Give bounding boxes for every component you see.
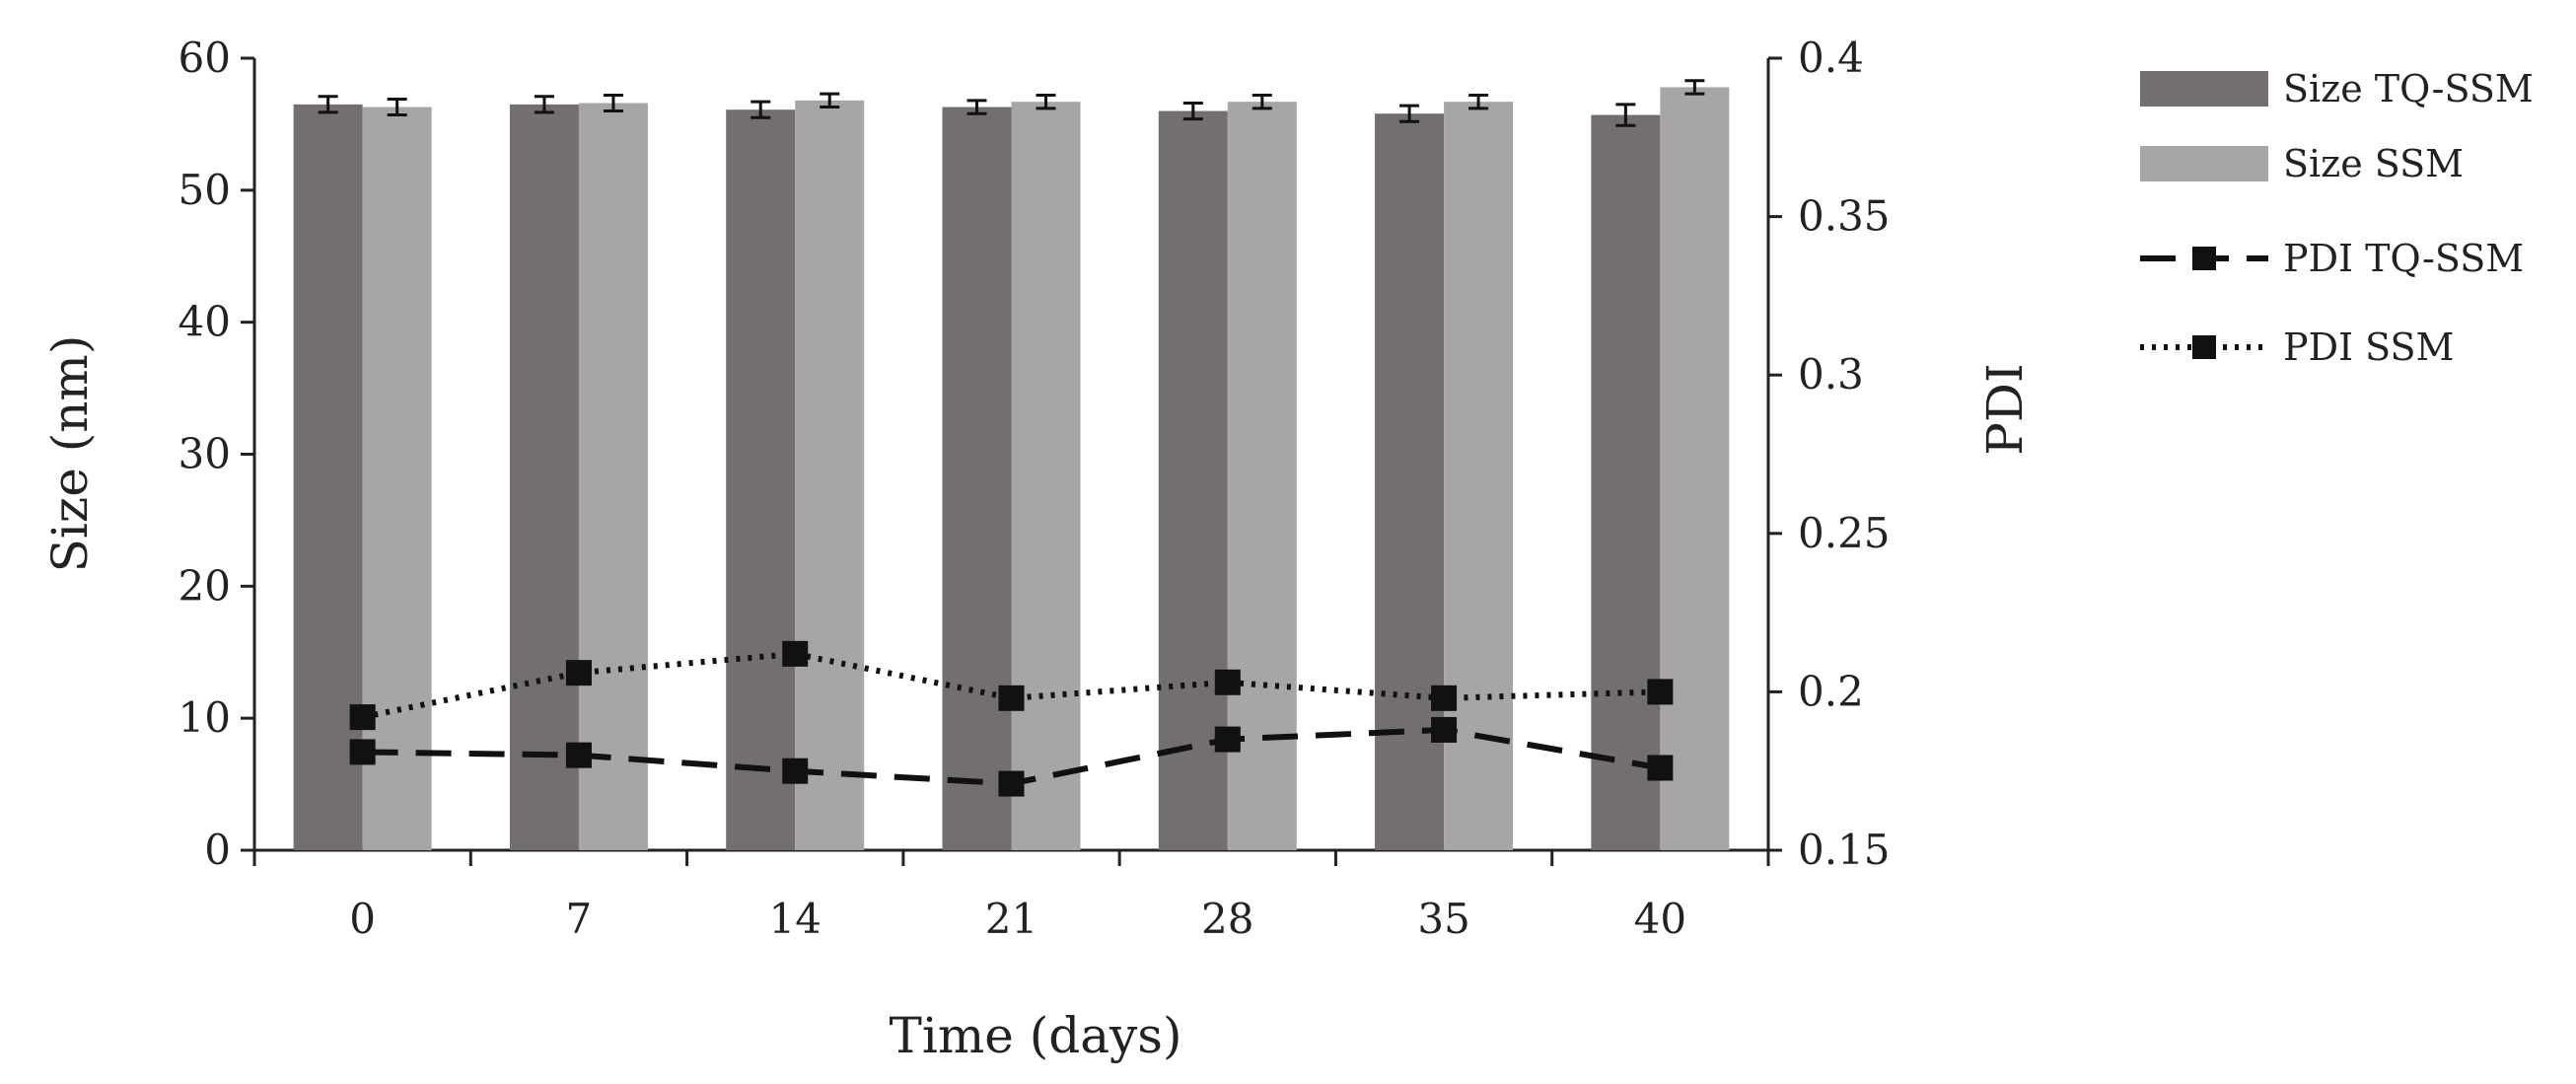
marker-pdi-tq-ssm-40 xyxy=(1647,755,1674,781)
y2-tick-label: 0.4 xyxy=(1798,34,1864,82)
bar-size-tq-ssm-40 xyxy=(1591,114,1661,850)
error-bar xyxy=(1468,93,1489,110)
tick-labels: 0 10 20 30 40 50 60 0.15 0.2 0.25 0.3 0.35 0.4 0 7 14 21… xyxy=(179,34,1891,943)
bar-size-tq-ssm-21 xyxy=(942,107,1012,851)
bar-size-ssm-0 xyxy=(362,107,432,851)
error-bar xyxy=(603,93,623,113)
bar-size-ssm-21 xyxy=(1011,102,1081,851)
legend: Size TQ-SSM Size SSM PDI TQ-SSM PDI SSM xyxy=(2140,67,2534,369)
marker-pdi-tq-ssm-35 xyxy=(1431,716,1458,743)
error-bar xyxy=(1182,102,1203,121)
error-bar xyxy=(1399,104,1420,123)
marker-pdi-tq-ssm-0 xyxy=(349,739,376,765)
marker-pdi-tq-ssm-14 xyxy=(782,758,809,784)
legend-label-size-tq-ssm: Size TQ-SSM xyxy=(2283,67,2534,110)
legend-label-size-ssm: Size SSM xyxy=(2283,142,2464,185)
x-tick-label: 28 xyxy=(1201,895,1253,943)
bar-size-ssm-14 xyxy=(795,100,865,851)
y-tick-label: 50 xyxy=(179,166,231,214)
legend-label-pdi-tq-ssm: PDI TQ-SSM xyxy=(2283,237,2524,280)
y-tick-label: 10 xyxy=(179,693,231,742)
error-bar xyxy=(820,92,840,109)
error-bar xyxy=(318,95,338,114)
y-tick-label: 30 xyxy=(179,430,231,478)
y-axis-title: Size (nm) xyxy=(41,335,99,573)
y2-axis-title: PDI xyxy=(1976,363,2034,455)
error-bar xyxy=(966,99,987,115)
error-bar xyxy=(1615,103,1636,127)
bar-size-ssm-7 xyxy=(578,103,648,850)
y2-tick-label: 0.25 xyxy=(1798,509,1891,557)
x-axis-title: Time (days) xyxy=(890,1007,1182,1064)
legend-swatch-size-ssm xyxy=(2140,146,2268,181)
bar-size-tq-ssm-14 xyxy=(726,109,796,850)
error-bar xyxy=(751,100,771,119)
marker-pdi-ssm-0 xyxy=(349,704,376,731)
marker-pdi-ssm-21 xyxy=(998,685,1025,711)
lines xyxy=(349,640,1674,797)
x-tick-label: 40 xyxy=(1634,895,1686,943)
x-tick-label: 7 xyxy=(566,895,593,943)
bar-size-ssm-28 xyxy=(1227,102,1297,851)
error-bar xyxy=(387,97,407,117)
y-tick-label: 20 xyxy=(179,561,231,610)
bars xyxy=(293,79,1730,851)
marker-pdi-ssm-40 xyxy=(1647,679,1674,705)
legend-label-pdi-ssm: PDI SSM xyxy=(2283,325,2454,369)
marker-pdi-ssm-14 xyxy=(782,640,809,667)
marker-pdi-ssm-35 xyxy=(1431,685,1458,711)
error-bar xyxy=(1036,93,1056,110)
bar-size-tq-ssm-7 xyxy=(509,104,579,850)
y2-tick-label: 0.3 xyxy=(1798,350,1864,398)
y-tick-label: 0 xyxy=(204,826,231,874)
error-bar xyxy=(1684,79,1705,96)
legend-swatch-size-tq-ssm xyxy=(2140,71,2268,107)
x-tick-label: 0 xyxy=(349,895,376,943)
marker-pdi-tq-ssm-28 xyxy=(1214,726,1241,753)
x-tick-label: 21 xyxy=(985,895,1038,943)
bar-size-ssm-40 xyxy=(1660,87,1730,850)
x-tick-label: 35 xyxy=(1417,895,1469,943)
marker-pdi-ssm-7 xyxy=(565,660,592,687)
y-tick-label: 60 xyxy=(179,34,231,82)
legend-marker-pdi-tq-ssm xyxy=(2192,247,2216,270)
y-tick-label: 40 xyxy=(179,298,231,346)
marker-pdi-tq-ssm-7 xyxy=(565,742,592,768)
legend-marker-pdi-ssm xyxy=(2192,335,2216,359)
y2-tick-label: 0.15 xyxy=(1798,826,1891,874)
y2-tick-label: 0.35 xyxy=(1798,192,1891,241)
y2-tick-label: 0.2 xyxy=(1798,667,1864,715)
marker-pdi-tq-ssm-21 xyxy=(998,770,1025,797)
x-tick-label: 14 xyxy=(768,895,821,943)
marker-pdi-ssm-28 xyxy=(1214,669,1241,695)
error-bar xyxy=(534,95,554,114)
bar-size-tq-ssm-0 xyxy=(293,104,363,850)
error-bar xyxy=(1252,93,1272,110)
